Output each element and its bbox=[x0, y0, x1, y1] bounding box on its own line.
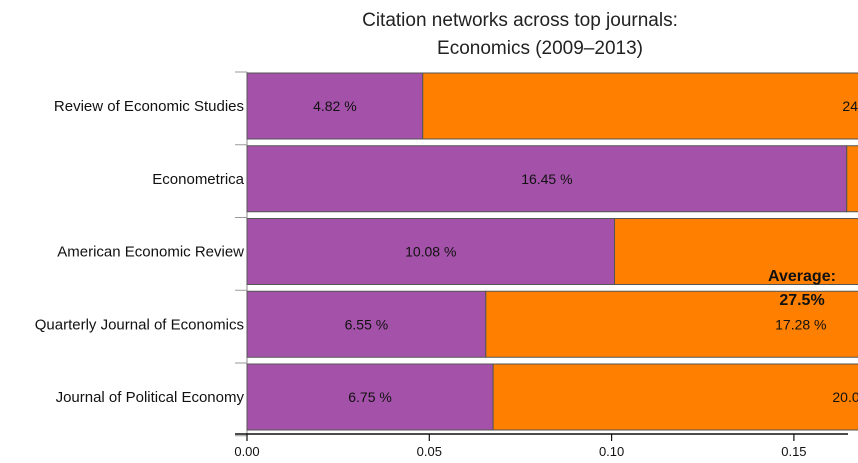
x-tick-label: 0.15 bbox=[781, 444, 806, 459]
bar-segment bbox=[846, 145, 858, 213]
chart-title-line-2: Economics (2009–2013) bbox=[437, 38, 643, 59]
bar-segment bbox=[485, 290, 858, 358]
x-tick-label: 0.00 bbox=[234, 444, 259, 459]
x-tick-label: 0.05 bbox=[417, 444, 442, 459]
x-tick-label: 0.10 bbox=[599, 444, 624, 459]
plot-area: Review of Economic Studies 4.82 % 24.43 % E… bbox=[35, 71, 858, 459]
category-label: Review of Economic Studies bbox=[54, 98, 244, 115]
bar-value-label: 20.02 % bbox=[832, 389, 858, 405]
category-label: American Economic Review bbox=[57, 244, 244, 261]
bar-segment bbox=[246, 363, 494, 431]
bar-segment bbox=[246, 290, 487, 358]
bar-value-label: 4.82 % bbox=[313, 98, 357, 114]
bar-segment bbox=[246, 218, 616, 285]
average-label-line-1: Average: bbox=[768, 268, 836, 285]
bar-segment bbox=[614, 218, 858, 285]
bar-segment bbox=[422, 72, 858, 140]
average-label-line-2: 27.5% bbox=[779, 292, 824, 309]
bar-value-label: 16.45 % bbox=[521, 171, 572, 187]
bar-segment bbox=[492, 363, 858, 431]
category-label: Quarterly Journal of Economics bbox=[35, 316, 244, 333]
bar-value-label: 17.28 % bbox=[775, 316, 826, 332]
bar-value-label: 6.55 % bbox=[345, 316, 389, 332]
category-label: Journal of Political Economy bbox=[56, 389, 245, 406]
bar-segment bbox=[246, 72, 424, 140]
category-label: Econometrica bbox=[152, 171, 244, 188]
bar-value-label: 10.08 % bbox=[405, 244, 456, 260]
chart-title-line-1: Citation networks across top journals: bbox=[362, 10, 678, 31]
bar-segment bbox=[246, 145, 848, 213]
bar-value-label: 24.43 % bbox=[842, 98, 858, 114]
bar-value-label: 6.75 % bbox=[348, 389, 392, 405]
